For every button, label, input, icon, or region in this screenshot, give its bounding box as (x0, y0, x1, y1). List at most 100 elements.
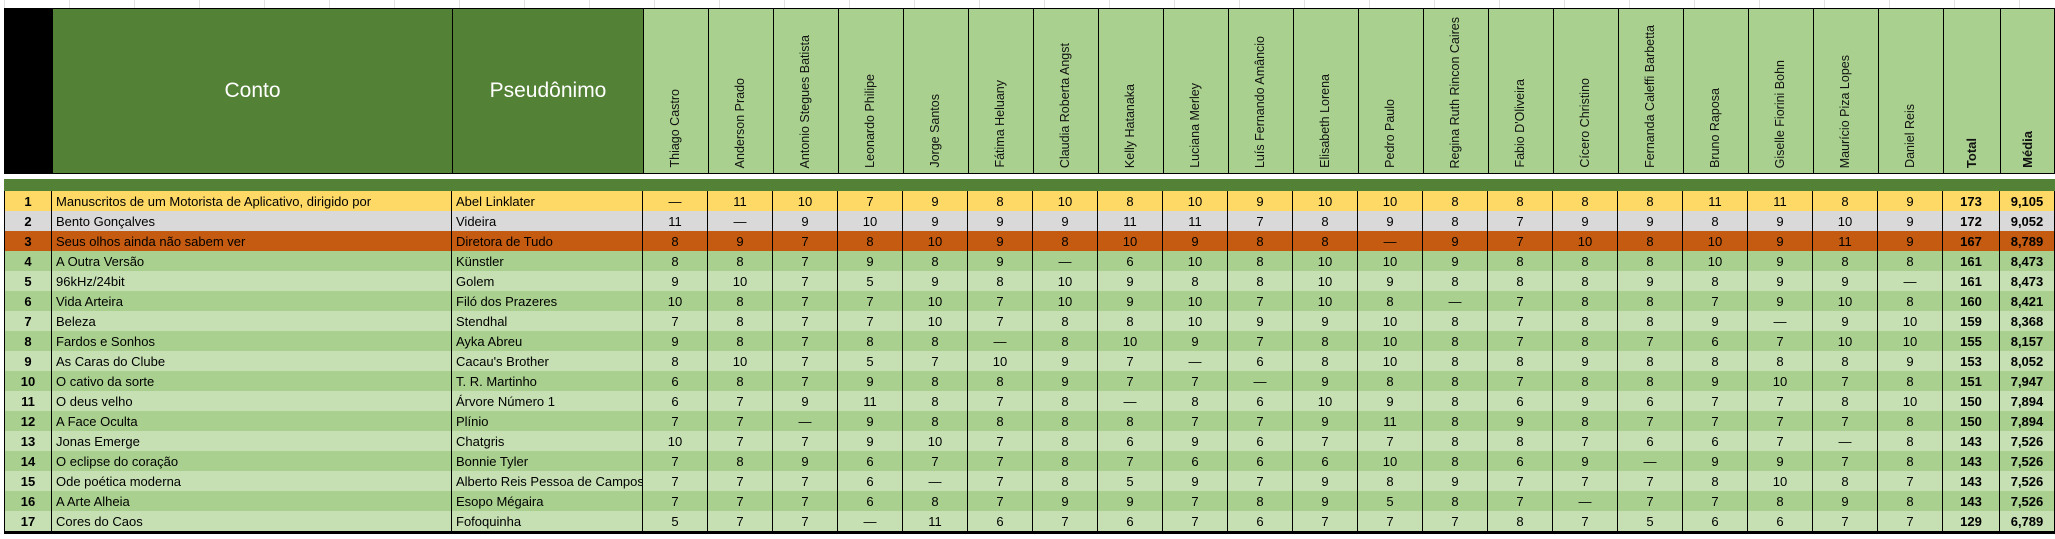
score-cell-judge-6[interactable]: 7 (968, 311, 1033, 331)
score-cell-judge-3[interactable]: 9 (773, 391, 838, 411)
score-cell-judge-19[interactable]: 9 (1813, 311, 1878, 331)
total-cell[interactable]: 150 (1943, 411, 2000, 431)
score-cell-judge-3[interactable]: 9 (773, 211, 838, 231)
score-cell-judge-1[interactable]: 11 (643, 211, 708, 231)
score-cell-judge-2[interactable]: 11 (708, 191, 773, 211)
media-cell[interactable]: 7,526 (2000, 451, 2055, 471)
score-cell-judge-8[interactable]: 5 (1098, 471, 1163, 491)
score-cell-judge-20[interactable]: 8 (1878, 291, 1943, 311)
score-cell-judge-13[interactable]: 8 (1423, 391, 1488, 411)
row-rank[interactable]: 4 (4, 251, 52, 271)
score-cell-judge-1[interactable]: — (643, 191, 708, 211)
score-cell-judge-12[interactable]: 5 (1358, 491, 1423, 511)
score-cell-judge-12[interactable]: 10 (1358, 451, 1423, 471)
score-cell-judge-10[interactable]: 6 (1228, 391, 1293, 411)
score-cell-judge-14[interactable]: 8 (1488, 191, 1553, 211)
score-cell-judge-7[interactable]: 8 (1033, 431, 1098, 451)
score-cell-judge-3[interactable]: 7 (773, 271, 838, 291)
conto-column-header[interactable]: Conto (52, 9, 452, 174)
score-cell-judge-6[interactable]: 7 (968, 391, 1033, 411)
score-cell-judge-2[interactable]: 8 (708, 451, 773, 471)
score-cell-judge-1[interactable]: 8 (643, 251, 708, 271)
score-cell-judge-15[interactable]: — (1553, 491, 1618, 511)
score-cell-judge-16[interactable]: 5 (1618, 511, 1683, 531)
score-cell-judge-12[interactable]: 8 (1358, 371, 1423, 391)
media-cell[interactable]: 9,052 (2000, 211, 2055, 231)
score-cell-judge-6[interactable]: 8 (968, 371, 1033, 391)
score-cell-judge-15[interactable]: 8 (1553, 311, 1618, 331)
conto-cell[interactable]: Vida Arteira (52, 291, 452, 311)
score-cell-judge-3[interactable]: 7 (773, 491, 838, 511)
score-cell-judge-19[interactable]: 7 (1813, 371, 1878, 391)
score-cell-judge-12[interactable]: 7 (1358, 431, 1423, 451)
score-cell-judge-2[interactable]: 10 (708, 351, 773, 371)
judge-header-5[interactable]: Jorge Santos (903, 9, 968, 174)
conto-cell[interactable]: Cores do Caos (52, 511, 452, 531)
pseudonimo-cell[interactable]: Cacau's Brother (452, 351, 643, 371)
score-cell-judge-3[interactable]: 7 (773, 291, 838, 311)
score-cell-judge-4[interactable]: 6 (838, 451, 903, 471)
score-cell-judge-1[interactable]: 6 (643, 391, 708, 411)
score-cell-judge-18[interactable]: 7 (1748, 391, 1813, 411)
score-cell-judge-18[interactable]: 7 (1748, 411, 1813, 431)
score-cell-judge-17[interactable]: 10 (1683, 251, 1748, 271)
score-cell-judge-13[interactable]: 9 (1423, 231, 1488, 251)
score-cell-judge-8[interactable]: 7 (1098, 451, 1163, 471)
score-cell-judge-4[interactable]: 9 (838, 431, 903, 451)
score-cell-judge-13[interactable]: 8 (1423, 371, 1488, 391)
score-cell-judge-19[interactable]: 7 (1813, 451, 1878, 471)
score-cell-judge-2[interactable]: — (708, 211, 773, 231)
score-cell-judge-14[interactable]: 8 (1488, 251, 1553, 271)
score-cell-judge-20[interactable]: 8 (1878, 411, 1943, 431)
score-cell-judge-11[interactable]: 8 (1293, 331, 1358, 351)
row-rank[interactable]: 7 (4, 311, 52, 331)
score-cell-judge-7[interactable]: 8 (1033, 411, 1098, 431)
score-cell-judge-18[interactable]: 7 (1748, 331, 1813, 351)
row-rank[interactable]: 12 (4, 411, 52, 431)
score-cell-judge-7[interactable]: 10 (1033, 191, 1098, 211)
score-cell-judge-20[interactable]: 9 (1878, 231, 1943, 251)
score-cell-judge-9[interactable]: 9 (1163, 431, 1228, 451)
media-cell[interactable]: 8,789 (2000, 231, 2055, 251)
score-cell-judge-8[interactable]: 11 (1098, 211, 1163, 231)
score-cell-judge-17[interactable]: 9 (1683, 311, 1748, 331)
score-cell-judge-17[interactable]: 9 (1683, 451, 1748, 471)
score-cell-judge-8[interactable]: 8 (1098, 311, 1163, 331)
score-cell-judge-18[interactable]: 10 (1748, 371, 1813, 391)
score-cell-judge-17[interactable]: 6 (1683, 511, 1748, 531)
score-cell-judge-9[interactable]: 10 (1163, 251, 1228, 271)
score-cell-judge-9[interactable]: 7 (1163, 491, 1228, 511)
score-cell-judge-3[interactable]: 7 (773, 431, 838, 451)
score-cell-judge-8[interactable]: 8 (1098, 191, 1163, 211)
score-cell-judge-20[interactable]: 7 (1878, 511, 1943, 531)
score-cell-judge-12[interactable]: — (1358, 231, 1423, 251)
score-cell-judge-9[interactable]: 11 (1163, 211, 1228, 231)
score-cell-judge-16[interactable]: 6 (1618, 391, 1683, 411)
score-cell-judge-13[interactable]: 8 (1423, 271, 1488, 291)
score-cell-judge-12[interactable]: 10 (1358, 191, 1423, 211)
score-cell-judge-19[interactable]: 11 (1813, 231, 1878, 251)
score-cell-judge-3[interactable]: — (773, 411, 838, 431)
conto-cell[interactable]: As Caras do Clube (52, 351, 452, 371)
score-cell-judge-19[interactable]: 9 (1813, 271, 1878, 291)
score-cell-judge-20[interactable]: 8 (1878, 251, 1943, 271)
pseudonimo-cell[interactable]: Esopo Mégaira (452, 491, 643, 511)
total-cell[interactable]: 161 (1943, 271, 2000, 291)
score-cell-judge-7[interactable]: 9 (1033, 371, 1098, 391)
pseudonimo-cell[interactable]: Künstler (452, 251, 643, 271)
score-cell-judge-4[interactable]: 8 (838, 331, 903, 351)
conto-cell[interactable]: 96kHz/24bit (52, 271, 452, 291)
score-cell-judge-9[interactable]: 9 (1163, 331, 1228, 351)
judge-header-9[interactable]: Luciana Merley (1163, 9, 1228, 174)
score-cell-judge-16[interactable]: 8 (1618, 191, 1683, 211)
conto-cell[interactable]: A Face Oculta (52, 411, 452, 431)
conto-cell[interactable]: O cativo da sorte (52, 371, 452, 391)
score-cell-judge-2[interactable]: 7 (708, 511, 773, 531)
score-cell-judge-10[interactable]: 6 (1228, 451, 1293, 471)
score-cell-judge-17[interactable]: 8 (1683, 351, 1748, 371)
score-cell-judge-12[interactable]: 9 (1358, 391, 1423, 411)
score-cell-judge-10[interactable]: — (1228, 371, 1293, 391)
score-cell-judge-3[interactable]: 7 (773, 371, 838, 391)
pseudonimo-cell[interactable]: Videira (452, 211, 643, 231)
score-cell-judge-1[interactable]: 7 (643, 491, 708, 511)
